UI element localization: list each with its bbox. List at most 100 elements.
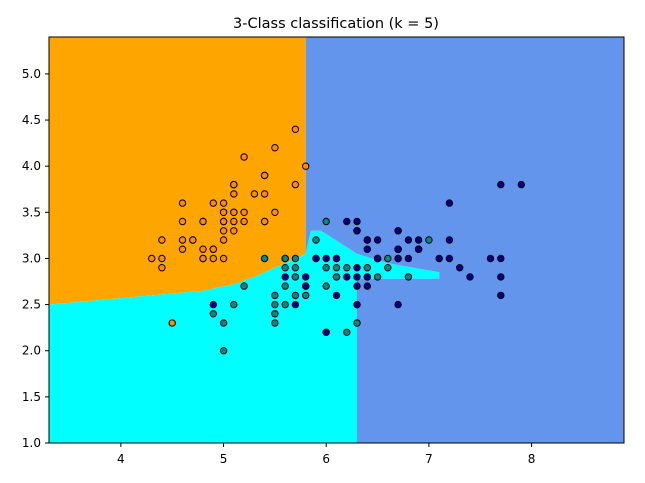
data-point-class-0	[302, 162, 310, 170]
data-point-class-1	[343, 264, 351, 272]
region-class-1	[49, 230, 440, 443]
data-point-class-2	[363, 236, 371, 244]
data-point-class-2	[373, 254, 382, 263]
data-point-class-2	[363, 273, 371, 281]
y-tick-label: 2.5	[22, 298, 41, 312]
data-point-class-0	[230, 190, 238, 198]
x-tick-label: 4	[117, 452, 125, 466]
data-point-class-1	[281, 300, 289, 309]
data-point-class-2	[445, 236, 454, 244]
data-point-class-2	[466, 273, 474, 281]
data-points	[148, 125, 525, 355]
data-point-class-2	[353, 264, 361, 272]
data-point-class-1	[271, 291, 279, 300]
data-point-class-1	[312, 236, 320, 244]
data-point-class-1	[373, 273, 382, 281]
data-point-class-0	[148, 254, 156, 263]
y-tick-label: 1.5	[22, 390, 41, 404]
data-point-class-2	[445, 199, 454, 207]
data-point-class-1	[271, 300, 279, 309]
y-tick-label: 4.0	[22, 159, 41, 173]
data-point-class-2	[302, 282, 310, 290]
data-point-class-2	[332, 291, 341, 300]
data-point-class-2	[343, 217, 351, 226]
data-point-class-0	[178, 199, 187, 207]
data-point-class-1	[271, 319, 279, 327]
data-point-class-2	[373, 236, 382, 244]
data-point-class-0	[158, 254, 166, 263]
data-point-class-2	[353, 282, 361, 290]
data-point-class-2	[486, 254, 495, 263]
data-point-class-1	[332, 273, 341, 281]
data-point-class-0	[209, 199, 218, 207]
data-point-class-2	[497, 291, 505, 300]
x-tick-label: 6	[322, 452, 330, 466]
data-point-class-0	[199, 217, 207, 226]
data-point-class-2	[353, 217, 361, 226]
data-point-class-0	[219, 254, 228, 263]
data-point-class-2	[497, 254, 505, 263]
data-point-class-1	[322, 217, 330, 226]
data-point-class-2	[353, 227, 361, 235]
data-point-class-2	[302, 273, 310, 281]
data-point-class-0	[230, 217, 238, 226]
data-point-class-2	[322, 254, 330, 263]
data-point-class-2	[281, 273, 289, 281]
data-point-class-1	[271, 310, 279, 318]
region-class-0	[49, 37, 306, 305]
x-axis: 4 5 6 7 8	[117, 443, 535, 466]
data-point-class-0	[219, 227, 228, 235]
data-point-class-0	[240, 217, 248, 226]
plot-frame	[48, 36, 625, 444]
data-point-class-0	[219, 208, 228, 217]
data-point-class-2	[363, 282, 371, 290]
data-point-class-1	[291, 254, 300, 263]
data-point-class-2	[394, 254, 402, 263]
y-tick-label: 1.0	[22, 436, 41, 450]
data-point-class-1	[332, 264, 341, 272]
data-point-class-1	[291, 264, 300, 272]
y-tick-label: 3.5	[22, 205, 41, 219]
data-point-class-1	[281, 254, 289, 263]
data-point-class-2	[414, 245, 423, 253]
data-point-class-0	[260, 217, 269, 226]
data-point-class-0	[158, 236, 166, 244]
data-point-class-0	[291, 125, 300, 134]
data-point-class-2	[332, 254, 341, 263]
data-point-class-2	[343, 273, 351, 281]
data-point-class-0	[230, 227, 238, 235]
data-point-class-1	[260, 254, 269, 263]
data-point-class-1	[302, 291, 310, 300]
data-point-class-1	[291, 291, 300, 300]
x-tick-label: 5	[220, 452, 228, 466]
data-point-class-1	[240, 282, 248, 290]
data-point-class-0	[260, 190, 269, 198]
data-point-class-2	[435, 254, 443, 263]
y-tick-label: 5.0	[22, 67, 41, 81]
data-point-class-0	[209, 245, 218, 253]
data-point-class-1	[425, 236, 433, 244]
data-point-class-0	[291, 180, 300, 189]
data-point-class-2	[363, 245, 371, 253]
y-tick-label: 3.0	[22, 251, 41, 265]
data-point-class-0	[219, 236, 228, 244]
data-point-class-2	[322, 328, 330, 336]
data-point-class-2	[312, 254, 320, 263]
data-point-class-2	[445, 254, 454, 263]
region-class-2	[305, 37, 624, 443]
data-point-class-0	[158, 264, 166, 272]
y-tick-label: 2.0	[22, 344, 41, 358]
data-point-class-0	[178, 245, 187, 253]
data-point-class-1	[363, 264, 371, 272]
data-point-class-0	[230, 208, 238, 217]
x-tick-label: 8	[528, 452, 536, 466]
data-point-class-0	[219, 217, 228, 226]
plot-area	[48, 36, 625, 444]
data-point-class-1	[384, 254, 392, 263]
data-point-class-2	[404, 236, 413, 244]
data-point-class-1	[219, 347, 228, 355]
data-point-class-0	[240, 153, 248, 161]
data-point-class-1	[322, 282, 330, 290]
data-point-class-1	[404, 273, 413, 281]
